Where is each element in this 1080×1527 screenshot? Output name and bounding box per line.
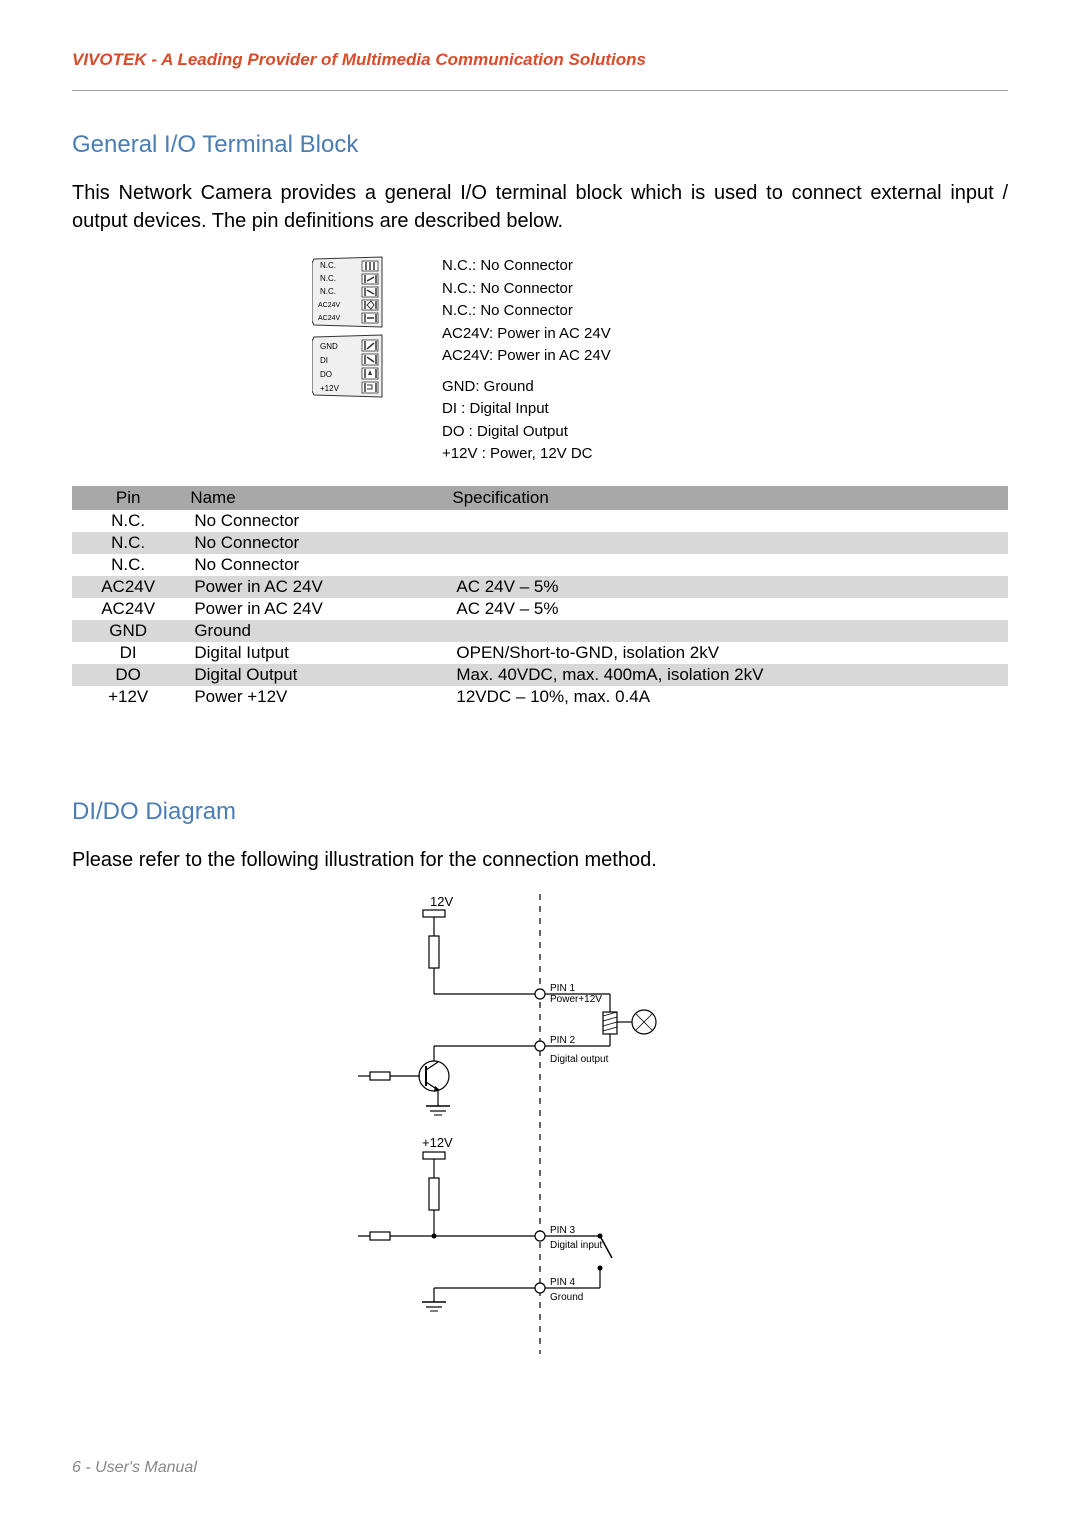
table-row: N.C.No Connector [72, 532, 1008, 554]
legend-line: +12V : Power, 12V DC [442, 443, 611, 466]
section-title-dido: DI/DO Diagram [72, 798, 1008, 826]
pin4-name: Ground [550, 1292, 583, 1303]
page-header: VIVOTEK - A Leading Provider of Multimed… [72, 50, 1008, 91]
cell-pin: AC24V [72, 576, 184, 598]
table-row: +12VPower +12V12VDC – 10%, max. 0.4A [72, 686, 1008, 708]
cell-name: Power +12V [184, 686, 446, 708]
cell-pin: N.C. [72, 510, 184, 532]
pin1-name: Power+12V [550, 994, 602, 1005]
cell-pin: +12V [72, 686, 184, 708]
label-12v-top: 12V [430, 894, 453, 909]
cell-pin: N.C. [72, 554, 184, 576]
table-row: DODigital OutputMax. 40VDC, max. 400mA, … [72, 664, 1008, 686]
svg-text:GND: GND [320, 342, 338, 351]
legend-line: DI : Digital Input [442, 398, 611, 421]
pin3-name: Digital input [550, 1240, 602, 1251]
pin2-name: Digital output [550, 1054, 609, 1065]
cell-spec [446, 510, 1008, 532]
cell-spec: 12VDC – 10%, max. 0.4A [446, 686, 1008, 708]
pin4-num: PIN 4 [550, 1277, 575, 1288]
table-row: N.C.No Connector [72, 554, 1008, 576]
table-row: AC24VPower in AC 24VAC 24V – 5% [72, 598, 1008, 620]
legend-line: AC24V: Power in AC 24V [442, 345, 611, 368]
legend-line: DO : Digital Output [442, 421, 611, 444]
cell-pin: DO [72, 664, 184, 686]
section-title-io: General I/O Terminal Block [72, 131, 1008, 159]
cell-spec [446, 554, 1008, 576]
cell-name: Ground [184, 620, 446, 642]
cell-spec: AC 24V – 5% [446, 598, 1008, 620]
cell-spec [446, 620, 1008, 642]
terminal-block-figure: N.C. N.C. N.C. AC24V AC24V [312, 255, 1008, 466]
svg-text:DI: DI [320, 356, 328, 365]
page-footer: 6 - User's Manual [72, 1459, 197, 1477]
cell-spec: Max. 40VDC, max. 400mA, isolation 2kV [446, 664, 1008, 686]
legend-line: GND: Ground [442, 376, 611, 399]
cell-spec [446, 532, 1008, 554]
cell-pin: AC24V [72, 598, 184, 620]
pin2-num: PIN 2 [550, 1035, 575, 1046]
legend-line: N.C.: No Connector [442, 255, 611, 278]
cell-name: Digital Output [184, 664, 446, 686]
dido-diagram: 12V PIN 1 Power+12V PIN 2 Digital output [350, 894, 730, 1359]
table-row: DIDigital IutputOPEN/Short-to-GND, isola… [72, 642, 1008, 664]
cell-pin: DI [72, 642, 184, 664]
cell-spec: OPEN/Short-to-GND, isolation 2kV [446, 642, 1008, 664]
svg-text:+12V: +12V [320, 384, 340, 393]
terminal-block-svg: N.C. N.C. N.C. AC24V AC24V [312, 255, 402, 405]
svg-text:AC24V: AC24V [318, 315, 341, 322]
table-row: N.C.No Connector [72, 510, 1008, 532]
legend-line: N.C.: No Connector [442, 300, 611, 323]
svg-text:AC24V: AC24V [318, 302, 341, 309]
svg-text:N.C.: N.C. [320, 261, 336, 270]
body-text-dido: Please refer to the following illustrati… [72, 846, 1008, 874]
th-pin: Pin [72, 486, 184, 510]
cell-name: Power in AC 24V [184, 598, 446, 620]
cell-name: No Connector [184, 510, 446, 532]
svg-text:N.C.: N.C. [320, 287, 336, 296]
cell-name: Power in AC 24V [184, 576, 446, 598]
legend-line: N.C.: No Connector [442, 278, 611, 301]
svg-text:N.C.: N.C. [320, 274, 336, 283]
cell-name: No Connector [184, 554, 446, 576]
table-row: GNDGround [72, 620, 1008, 642]
th-spec: Specification [446, 486, 1008, 510]
cell-pin: N.C. [72, 532, 184, 554]
table-header-row: Pin Name Specification [72, 486, 1008, 510]
body-text-io: This Network Camera provides a general I… [72, 179, 1008, 235]
cell-pin: GND [72, 620, 184, 642]
th-name: Name [184, 486, 446, 510]
pin1-num: PIN 1 [550, 983, 575, 994]
table-row: AC24VPower in AC 24VAC 24V – 5% [72, 576, 1008, 598]
legend-line: AC24V: Power in AC 24V [442, 323, 611, 346]
cell-name: Digital Iutput [184, 642, 446, 664]
cell-name: No Connector [184, 532, 446, 554]
pin-table: Pin Name Specification N.C.No ConnectorN… [72, 486, 1008, 708]
cell-spec: AC 24V – 5% [446, 576, 1008, 598]
terminal-legend: N.C.: No Connector N.C.: No Connector N.… [442, 255, 611, 466]
svg-text:DO: DO [320, 370, 332, 379]
label-12v-bottom: +12V [422, 1135, 453, 1150]
pin3-num: PIN 3 [550, 1225, 575, 1236]
